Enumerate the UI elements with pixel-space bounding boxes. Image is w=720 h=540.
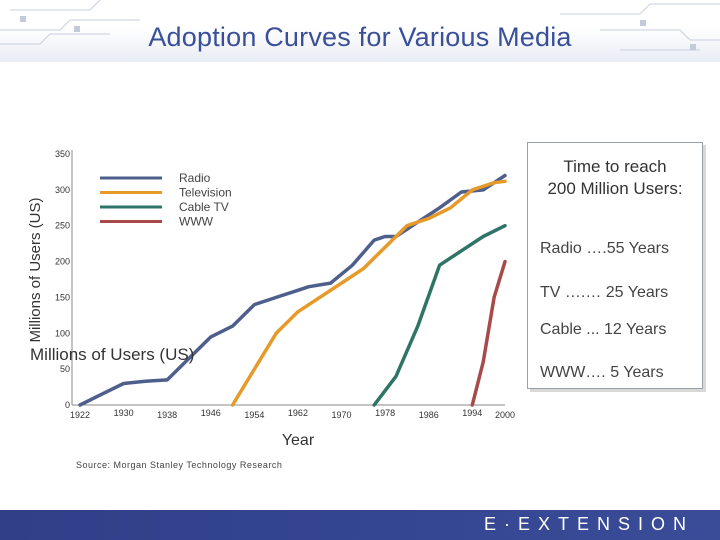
time-to-reach-panel: Time to reach 200 Million Users: Radio …… [527,142,703,389]
y-tick-label: 300 [55,185,70,195]
header-circuit-pattern [0,0,720,51]
legend-label: WWW [179,215,214,229]
series-line-television [230,179,507,407]
legend-label: Radio [179,171,211,185]
y-tick-label: 50 [60,364,70,374]
y-label-overlay: Millions of Users (US) [30,345,195,364]
x-tick-label: 2000 [495,410,515,420]
x-tick-label: 1962 [288,408,308,418]
source-note: Source: Morgan Stanley Technology Resear… [76,460,283,470]
slide-header: Adoption Curves for Various Media [0,0,720,62]
x-tick-label: 1930 [114,408,134,418]
panel-item-www: WWW…. 5 Years [540,364,664,381]
y-tick-label: 0 [65,400,70,410]
slide-title: Adoption Curves for Various Media [148,22,572,52]
slide-footer: E·EXTENSION [0,510,720,540]
x-tick-label: 1970 [332,410,352,420]
panel-heading-line2: 200 Million Users: [547,179,683,198]
panel-heading-line1: Time to reach [563,157,667,176]
x-tick-label: 1994 [462,408,482,418]
panel-item-radio: Radio ….55 Years [540,240,669,257]
y-tick-label: 150 [55,292,70,302]
panel-heading: Time to reach 200 Million Users: [528,156,702,200]
y-tick-label: 100 [55,328,70,338]
panel-item-cable: Cable ... 12 Years [540,321,667,338]
x-tick-label: 1978 [375,408,395,418]
x-tick-label: 1954 [244,410,264,420]
y-tick-label: 350 [55,149,70,159]
x-tick-label: 1946 [201,408,221,418]
brand-logo-text: E·EXTENSION [483,514,694,534]
series-line-www [470,259,507,407]
x-tick-label: 1986 [419,410,439,420]
series-line-cable-tv [372,223,507,407]
y-tick-label: 250 [55,221,70,231]
x-tick-label: 1922 [70,410,90,420]
x-axis-label: Year [282,432,315,449]
legend-label: Television [179,186,232,200]
legend-label: Cable TV [179,200,229,214]
x-tick-label: 1938 [157,410,177,420]
panel-item-tv: TV ….… 25 Years [540,284,669,301]
series-line-radio [78,173,507,407]
y-axis-label: Millions of Users (US) [27,197,44,342]
y-tick-label: 200 [55,257,70,267]
